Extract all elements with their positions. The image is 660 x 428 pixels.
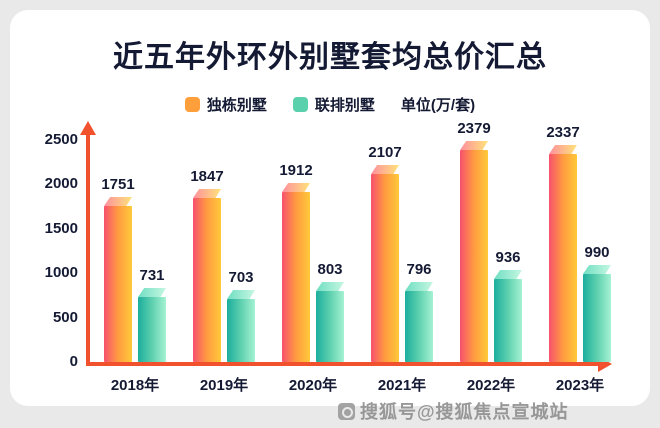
legend-swatch-detached-villa bbox=[184, 97, 200, 112]
bar-detached-villa bbox=[193, 189, 221, 362]
bar-front-face bbox=[282, 192, 310, 362]
bar-top-face bbox=[460, 141, 488, 150]
bar-top-face bbox=[316, 282, 344, 291]
legend-label-townhouse: 联排别墅 bbox=[314, 97, 375, 114]
bar-top-face bbox=[104, 197, 132, 206]
legend-item-detached-villa: 独栋别墅 bbox=[184, 94, 267, 115]
bar-front-face bbox=[583, 274, 611, 362]
bar-value-label: 803 bbox=[317, 261, 343, 278]
legend: 独栋别墅 联排别墅 单位(万/套) bbox=[10, 94, 650, 115]
bar-top-face bbox=[371, 165, 399, 174]
bar-top-face bbox=[282, 183, 310, 192]
x-axis-label: 2019年 bbox=[199, 377, 249, 394]
bar-front-face bbox=[138, 297, 166, 362]
bar-detached-villa bbox=[371, 165, 399, 362]
watermark: 搜狐号@搜狐焦点宣城站 bbox=[338, 398, 569, 424]
bar-top-face bbox=[549, 145, 577, 154]
bar-value-label: 990 bbox=[584, 244, 610, 261]
bar-townhouse bbox=[138, 288, 166, 362]
bar-value-label: 796 bbox=[406, 261, 432, 278]
bar-front-face bbox=[460, 150, 488, 362]
y-axis-arrow-icon bbox=[80, 121, 96, 135]
legend-label-detached-villa: 独栋别墅 bbox=[206, 97, 267, 114]
y-axis-tick-label: 0 bbox=[69, 353, 78, 370]
bar-front-face bbox=[104, 206, 132, 362]
bar-townhouse bbox=[494, 270, 522, 362]
bar-detached-villa bbox=[549, 145, 577, 362]
sohu-logo-icon bbox=[338, 402, 355, 420]
legend-swatch-townhouse bbox=[292, 97, 308, 112]
bar-top-face bbox=[583, 265, 611, 274]
plot-area: 0 500 1000 1500 2000 2500 2018年 2019年 2020年 2021年… bbox=[38, 120, 638, 426]
unit-label: 单位(万/套) bbox=[400, 97, 476, 114]
bar-top-face bbox=[405, 282, 433, 291]
y-axis-tick-label: 1000 bbox=[44, 264, 78, 281]
bar-front-face bbox=[494, 279, 522, 362]
bar-top-face bbox=[227, 290, 255, 299]
x-axis-label: 2022年 bbox=[466, 377, 516, 394]
y-axis-tick-label: 500 bbox=[52, 308, 78, 326]
bar-value-label: 2379 bbox=[457, 120, 491, 137]
bar-value-label: 703 bbox=[228, 269, 254, 286]
bar-townhouse bbox=[227, 290, 255, 362]
bar-value-label: 936 bbox=[495, 249, 521, 266]
x-axis-label: 2018年 bbox=[110, 377, 160, 394]
x-axis-label: 2020年 bbox=[288, 377, 338, 394]
bar-front-face bbox=[405, 291, 433, 362]
x-axis bbox=[86, 362, 600, 366]
bar-value-label: 1751 bbox=[101, 176, 135, 193]
bar-value-label: 2107 bbox=[368, 144, 402, 161]
bar-front-face bbox=[227, 299, 255, 362]
bar-top-face bbox=[138, 288, 166, 297]
bar-front-face bbox=[193, 198, 221, 362]
bar-value-label: 1912 bbox=[279, 162, 313, 179]
bar-front-face bbox=[371, 174, 399, 362]
x-axis-label: 2021年 bbox=[377, 377, 427, 394]
bar-top-face bbox=[494, 270, 522, 279]
y-axis-tick-label: 1500 bbox=[44, 219, 78, 237]
watermark-text: 搜狐号@搜狐焦点宣城站 bbox=[360, 402, 569, 422]
x-axis-label: 2023年 bbox=[555, 377, 605, 394]
chart-card: 近五年外环外别墅套均总价汇总 独栋别墅 联排别墅 单位(万/套) 0 500 100… bbox=[10, 10, 650, 406]
bar-detached-villa bbox=[460, 141, 488, 362]
y-axis bbox=[86, 134, 90, 365]
bar-top-face bbox=[193, 189, 221, 198]
y-axis-tick-label: 2500 bbox=[44, 130, 78, 148]
bar-value-label: 1847 bbox=[190, 168, 224, 185]
bar-value-label: 2337 bbox=[546, 124, 580, 141]
y-axis-tick-label: 2000 bbox=[44, 175, 78, 192]
bar-townhouse bbox=[583, 265, 611, 362]
bar-townhouse bbox=[405, 282, 433, 362]
chart-title: 近五年外环外别墅套均总价汇总 bbox=[113, 41, 547, 74]
legend-item-townhouse: 联排别墅 bbox=[292, 94, 375, 115]
bar-townhouse bbox=[316, 282, 344, 362]
bar-detached-villa bbox=[104, 197, 132, 362]
bar-value-label: 731 bbox=[139, 267, 165, 284]
bar-front-face bbox=[316, 291, 344, 362]
bar-detached-villa bbox=[282, 183, 310, 362]
bar-front-face bbox=[549, 154, 577, 362]
